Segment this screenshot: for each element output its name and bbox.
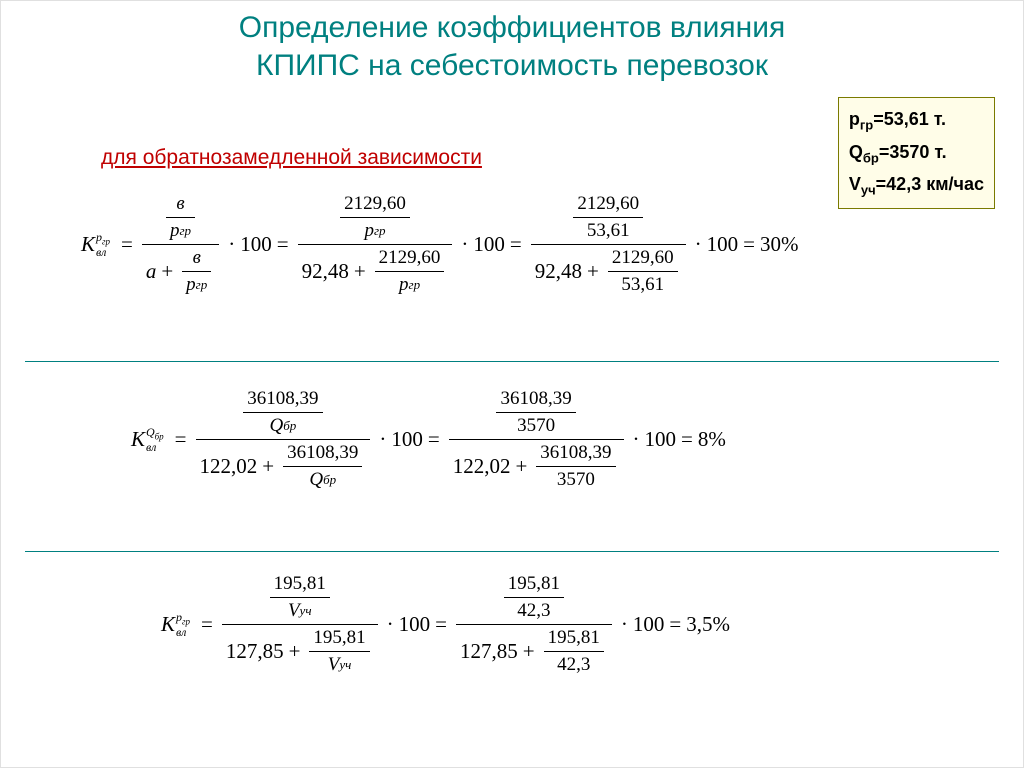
equation-3: К ргр вл = 195,81 Vуч 127,85+ 195,81: [1, 571, 1023, 678]
equation-2: К Qбр вл = 36108,39 Qбр 122,02+ 36108,39: [1, 386, 1023, 493]
equation-1: К ргр вл = в ргр а+ в ргр: [1, 191, 1023, 298]
subtitle: для обратнозамедленной зависимости: [101, 146, 482, 170]
param-qbr: Qбр=3570 т.: [849, 137, 984, 170]
param-pgr: pгр=53,61 т.: [849, 104, 984, 137]
title-line-1: Определение коэффициентов влияния: [239, 11, 785, 44]
divider-1: [25, 361, 999, 362]
divider-2: [25, 551, 999, 552]
slide-title: Определение коэффициентов влияния КПИПС …: [1, 1, 1023, 84]
title-line-2: КПИПС на себестоимость перевозок: [256, 49, 768, 82]
